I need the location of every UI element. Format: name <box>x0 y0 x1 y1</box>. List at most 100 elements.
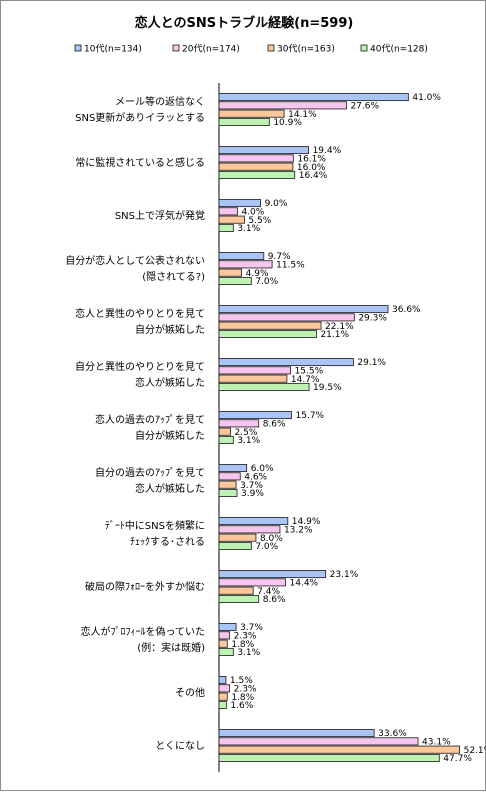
data-label: 1.5% <box>230 676 253 686</box>
bar <box>218 268 243 277</box>
bar <box>218 109 285 118</box>
bar <box>218 366 291 375</box>
data-label: 8.6% <box>263 419 286 429</box>
data-label: 14.1% <box>288 110 317 120</box>
category-label: (隠されてる?) <box>142 271 205 283</box>
data-label: 15.7% <box>296 411 325 421</box>
data-label: 14.7% <box>291 375 320 385</box>
bar <box>218 199 261 208</box>
category-label: (例：実は既婚) <box>137 641 205 654</box>
category-label: 常に監視されていると感じる <box>75 156 205 169</box>
category-label: SNS上で浮気が発覚 <box>115 209 205 222</box>
data-label: 29.3% <box>358 313 387 323</box>
bar <box>218 676 227 685</box>
data-label: 14.9% <box>292 517 321 527</box>
data-label: 9.7% <box>268 252 291 262</box>
data-label: 2.5% <box>235 428 258 438</box>
data-label: 9.0% <box>265 199 288 209</box>
data-label: 7.4% <box>257 587 280 597</box>
data-label: 33.6% <box>378 729 407 739</box>
category-label: 自分が嫉妬した <box>135 429 205 442</box>
data-label: 14.4% <box>290 578 319 588</box>
data-label: 21.1% <box>320 330 349 340</box>
data-label: 19.5% <box>313 383 342 393</box>
bar <box>218 753 440 762</box>
bar <box>218 517 289 526</box>
bar <box>218 162 294 171</box>
legend-swatch-4 <box>360 44 368 52</box>
data-label: 1.6% <box>230 701 253 711</box>
legend: 10代(n=134) 20代(n=174) 30代(n=163) 40代(n=128) <box>74 44 428 55</box>
data-label: 22.1% <box>325 322 354 332</box>
chart-title: 恋人とのSNSトラブル経験(n=599) <box>135 15 354 31</box>
value-labels: 41.0% 27.6% 14.1%10.9% 19.4%16.1%16.0%16.4%… <box>230 93 486 764</box>
bar <box>218 427 231 436</box>
bar <box>218 639 228 648</box>
bar <box>218 472 241 481</box>
data-label: 16.1% <box>297 154 326 164</box>
data-label: 27.6% <box>350 101 379 111</box>
data-label: 4.6% <box>244 472 267 482</box>
data-label: 2.3% <box>234 631 257 641</box>
data-label: 19.4% <box>313 146 342 156</box>
data-label: 4.0% <box>241 207 264 217</box>
bar <box>218 700 227 709</box>
category-label: 自分の過去のｱｯﾌﾟを見て <box>95 466 205 479</box>
bar <box>218 276 252 285</box>
data-label: 6.0% <box>251 464 274 474</box>
data-label: 29.1% <box>357 358 386 368</box>
legend-label-2: 20代(n=174) <box>182 44 240 55</box>
data-label: 47.7% <box>443 754 472 764</box>
bar <box>218 692 228 701</box>
category-label: 自分が嫉妬した <box>135 323 205 336</box>
data-label: 16.0% <box>297 163 326 173</box>
category-label: ﾃﾞｰﾄ中にSNSを頻繁に <box>105 519 205 532</box>
data-label: 7.0% <box>255 277 278 287</box>
bar <box>218 146 309 155</box>
bar <box>218 488 238 497</box>
bar <box>218 223 234 232</box>
bar <box>218 207 238 216</box>
bar <box>218 533 257 542</box>
data-label: 52.1% <box>464 746 486 756</box>
category-label: SNS更新がありイラッとする <box>75 111 205 124</box>
bar <box>218 93 409 102</box>
data-label: 3.7% <box>240 623 263 633</box>
bar <box>218 729 375 738</box>
bar <box>218 464 248 473</box>
category-label: とくになし <box>155 740 205 752</box>
data-label: 10.9% <box>273 118 302 128</box>
bars <box>218 93 461 762</box>
bar <box>218 684 231 693</box>
category-label: 自分が恋人として公表されない <box>65 254 205 267</box>
bar <box>218 525 281 534</box>
bar <box>218 154 294 163</box>
bar <box>218 260 273 269</box>
legend-label-3: 30代(n=163) <box>277 44 335 55</box>
bar <box>218 541 252 550</box>
data-label: 36.6% <box>392 305 421 315</box>
legend-label-4: 40代(n=128) <box>370 44 428 55</box>
legend-swatch-3 <box>267 44 275 52</box>
bar <box>218 419 260 428</box>
data-label: 5.5% <box>248 216 271 226</box>
data-label: 7.0% <box>255 542 278 552</box>
bar <box>218 586 254 595</box>
data-label: 1.8% <box>231 640 254 650</box>
data-label: 23.1% <box>330 570 359 580</box>
category-label: 恋人が嫉妬した <box>135 482 205 495</box>
bar <box>218 594 260 603</box>
bar <box>218 411 292 420</box>
data-label: 8.6% <box>263 595 286 605</box>
data-label: 3.1% <box>237 224 260 234</box>
data-label: 15.5% <box>295 366 324 376</box>
bar <box>218 313 355 322</box>
bar <box>218 631 231 640</box>
category-label: その他 <box>175 686 205 699</box>
data-label: 8.0% <box>260 534 283 544</box>
bar <box>218 329 317 338</box>
bar <box>218 101 347 110</box>
legend-swatch-2 <box>172 44 180 52</box>
bar <box>218 215 245 224</box>
